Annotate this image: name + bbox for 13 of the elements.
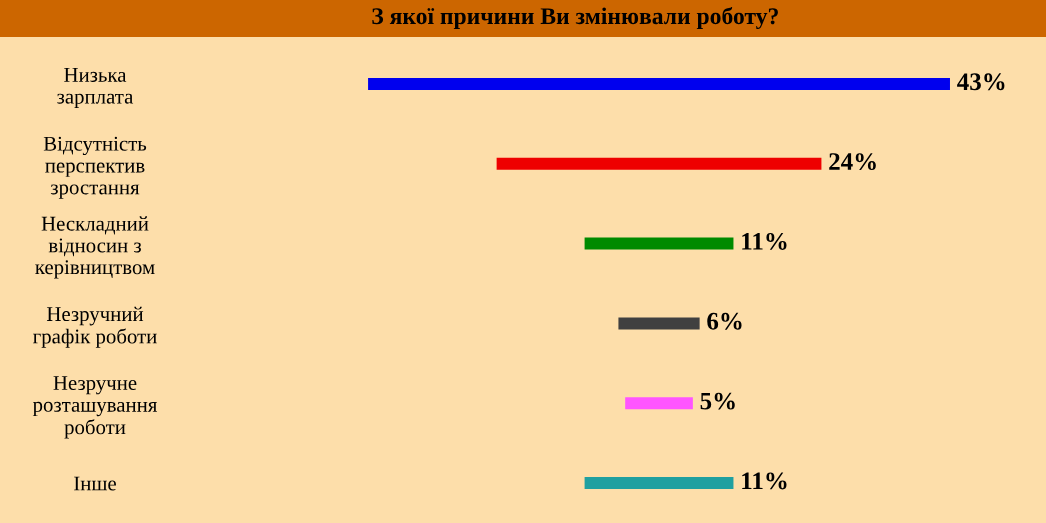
data-label: 43% (957, 73, 1005, 91)
data-label: 24% (829, 153, 876, 171)
category-label: Відсутність перспектив зростання (43, 136, 147, 199)
data-label: 11% (742, 232, 787, 250)
category-label: Незручний графік роботи (33, 306, 157, 348)
category-label: Інше (74, 476, 116, 491)
data-label: 5% (700, 392, 735, 410)
text: З якої причини Ви змінювали роботу? (372, 7, 778, 29)
category-label: Нескладний відносин з керівництвом (35, 216, 155, 279)
data-label: 11% (742, 472, 787, 490)
data-label: 6% (707, 312, 742, 330)
category-label: Низька зарплата (57, 68, 134, 108)
category-label: Незручне розташування роботи (32, 376, 158, 439)
